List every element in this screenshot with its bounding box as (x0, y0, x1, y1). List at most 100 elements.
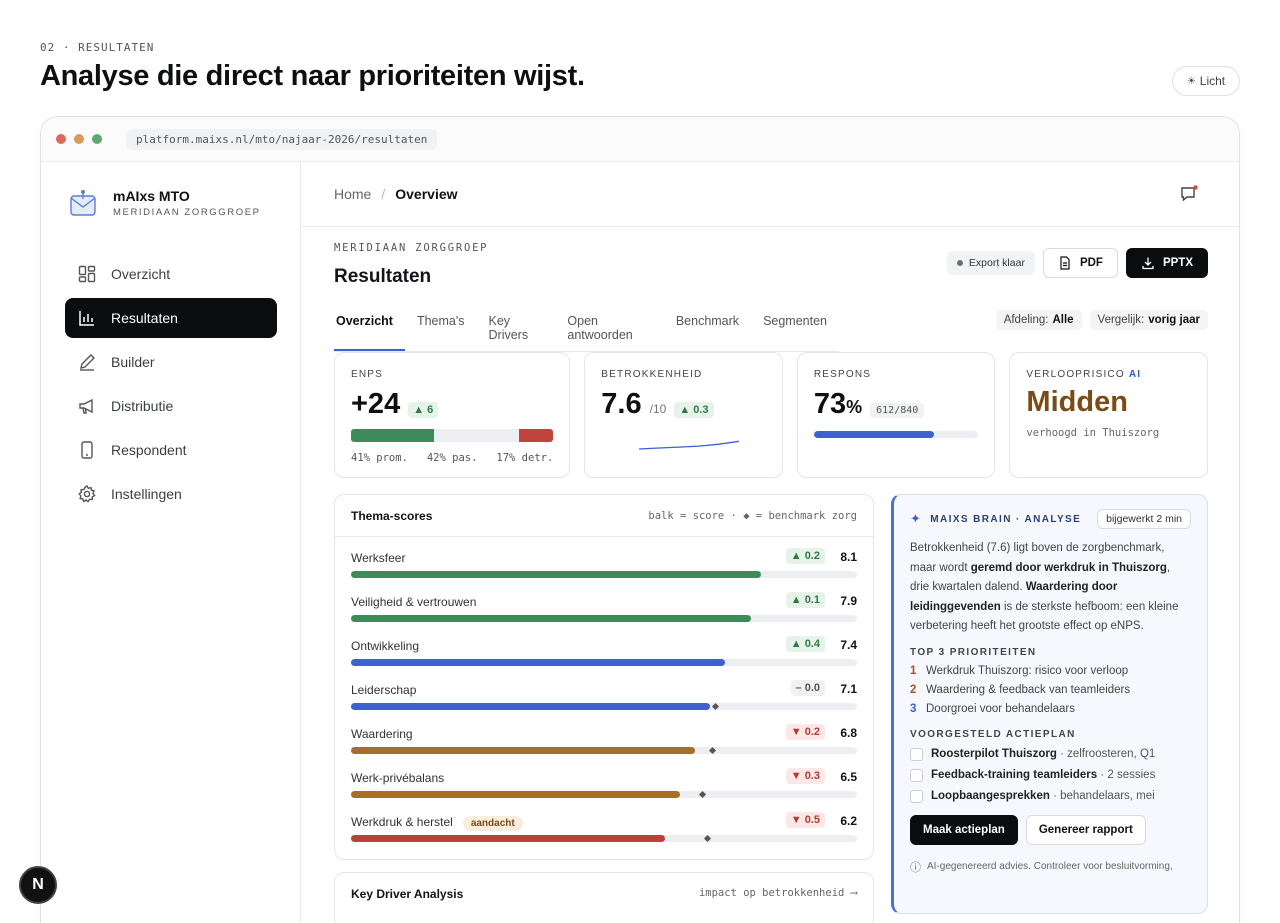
pen-icon (80, 354, 95, 371)
sparkle-icon: ✦ (910, 511, 923, 526)
minimize-dot[interactable] (74, 134, 84, 144)
pdf-button-label: PDF (1079, 257, 1103, 269)
theme-delta-badge: ▼ 0.5 (785, 812, 825, 828)
theme-bar-track (351, 835, 857, 842)
vergelijk-filter[interactable]: Vergelijk: vorig jaar (1089, 310, 1208, 330)
action-title: Feedback-training teamleiders (931, 769, 1098, 781)
browser-window: platform.maixs.nl/mto/najaar-2026/result… (40, 116, 1240, 923)
theme-row[interactable]: Werksfeer ▲ 0.2 8.1 (351, 548, 857, 595)
theme-bar (351, 659, 726, 666)
sidebar-item-label: Respondent (111, 442, 187, 458)
tab-themas[interactable]: Thema's (416, 314, 465, 328)
kpi-delta-badge: ▲ 6 (408, 402, 439, 418)
ai-badge: AI (1128, 369, 1142, 380)
kpi-label: VERLOOPRISICO AI (1026, 369, 1191, 380)
theme-row[interactable]: Waardering ▼ 0.2 6.8 (351, 724, 857, 771)
response-progress-bar (813, 431, 979, 438)
sidebar-item-overzicht[interactable]: Overzicht (65, 254, 277, 294)
breadcrumb-separator: / (381, 186, 386, 202)
sidebar-item-label: Distributie (111, 398, 174, 414)
analysis-text-part: , drie kwartalen dalend. (910, 561, 1171, 594)
action-checkbox[interactable] (910, 747, 923, 761)
theme-score: 6.5 (840, 770, 857, 784)
brand[interactable]: mAIxs MTO MERIDIAAN ZORGGROEP (69, 188, 261, 218)
sidebar-item-label: Resultaten (111, 310, 178, 326)
filters: Afdeling: Alle Vergelijk: vorig jaar (995, 310, 1208, 330)
theme-score: 8.1 (840, 550, 857, 564)
create-action-plan-button[interactable]: Maak actieplan (910, 814, 1018, 845)
sidebar-item-label: Overzicht (111, 266, 171, 282)
tab-benchmark[interactable]: Benchmark (675, 314, 740, 328)
sidebar-item-resultaten[interactable]: Resultaten (65, 298, 277, 338)
breadcrumb-home[interactable]: Home (334, 186, 372, 202)
ai-analysis-panel: ✦ MAIXS BRAIN · ANALYSE bijgewerkt 2 min… (891, 494, 1208, 914)
organisation-label: MERIDIAAN ZORGGROEP (334, 242, 489, 254)
sidebar-item-distributie[interactable]: Distributie (65, 386, 277, 426)
notification-icon[interactable] (1179, 184, 1199, 204)
afdeling-filter-value: Alle (1052, 314, 1074, 326)
corner-badge[interactable]: N (19, 866, 57, 904)
theme-bar (351, 747, 696, 754)
theme-row[interactable]: Leiderschap – 0.0 7.1 (351, 680, 857, 727)
theme-delta-badge: ▲ 0.4 (785, 636, 825, 652)
ai-disclaimer: ⓘ AI-gegenereerd advies. Controleer voor… (910, 859, 1191, 875)
theme-score: 6.8 (840, 726, 857, 740)
tab-segmenten[interactable]: Segmenten (763, 314, 827, 328)
sidebar-item-respondent[interactable]: Respondent (65, 430, 277, 470)
main-area: Home / Overview MERIDIAAN ZORGGROEP Resu… (302, 162, 1239, 923)
theme-bar-track (351, 571, 857, 578)
action-detail: · 2 sessies (1097, 769, 1156, 781)
url-bar[interactable]: platform.maixs.nl/mto/najaar-2026/result… (126, 128, 438, 150)
export-status-badge: Export klaar (946, 251, 1035, 275)
theme-bar (351, 571, 761, 578)
pdf-button[interactable]: PDF (1042, 248, 1118, 278)
page-headline: Analyse die direct naar prioriteiten wij… (40, 60, 585, 92)
sidebar-item-instellingen[interactable]: Instellingen (65, 474, 277, 514)
priority-number: 2 (910, 683, 917, 696)
kpi-value: Midden (1026, 386, 1128, 418)
action-item[interactable]: Roosterpilot Thuiszorg · zelfroosteren, … (910, 747, 1191, 761)
brand-org: MERIDIAAN ZORGGROEP (113, 207, 261, 218)
ai-analysis-title: ✦ MAIXS BRAIN · ANALYSE (910, 511, 1081, 527)
action-checkbox[interactable] (910, 768, 923, 782)
theme-row[interactable]: Ontwikkeling ▲ 0.4 7.4 (351, 636, 857, 683)
pptx-button[interactable]: PPTX (1125, 248, 1208, 278)
theme-name: Werksfeer (351, 551, 406, 565)
theme-name: Waardering (351, 727, 413, 741)
tab-open-antwoorden[interactable]: Open antwoorden (567, 314, 633, 342)
theme-toggle-button[interactable]: ☀ Licht (1172, 66, 1240, 96)
afdeling-filter[interactable]: Afdeling: Alle (995, 310, 1082, 330)
generate-report-button[interactable]: Genereer rapport (1025, 814, 1146, 845)
theme-row[interactable]: Werkdruk & herstel aandacht ▼ 0.5 6.2 (351, 812, 857, 859)
kpi-label: BETROKKENHEID (601, 369, 703, 380)
grid-icon (78, 265, 96, 283)
theme-scores-legend: balk = score · ◆ = benchmark zorg (648, 509, 857, 522)
kpi-value: +24 (351, 388, 401, 420)
kpi-label-text: VERLOOPRISICO (1026, 369, 1125, 380)
theme-row[interactable]: Veiligheid & vertrouwen ▲ 0.1 7.9 (351, 592, 857, 639)
sidebar: mAIxs MTO MERIDIAAN ZORGGROEP Overzicht … (41, 162, 301, 923)
theme-row[interactable]: Werk-privébalans ▼ 0.3 6.5 (351, 768, 857, 815)
maximize-dot[interactable] (92, 134, 102, 144)
theme-bar (351, 703, 711, 710)
kpi-value-number: 73 (813, 388, 847, 420)
sidebar-item-builder[interactable]: Builder (65, 342, 277, 382)
kpi-verlooprisico[interactable]: VERLOOPRISICO AI Midden verhoogd in Thuis… (1009, 352, 1208, 478)
sidebar-item-label: Instellingen (111, 486, 182, 502)
analysis-text-part: Betrokkenheid (7.6) ligt boven de zorgbe… (910, 542, 1165, 574)
action-item[interactable]: Feedback-training teamleiders · 2 sessie… (910, 768, 1191, 782)
kpi-betrokkenheid[interactable]: BETROKKENHEID 7.6 /10 ▲ 0.3 (584, 352, 783, 478)
info-icon: ⓘ (910, 861, 921, 874)
action-item[interactable]: Loopbaangesprekken · behandelaars, mei (910, 789, 1191, 803)
status-dot-icon (956, 260, 963, 266)
kpi-respons[interactable]: RESPONS 73% 612/840 (796, 352, 996, 478)
theme-toggle-label: Licht (1199, 74, 1226, 88)
kpi-enps[interactable]: ENPS +24 ▲ 6 41% prom. 42% pas. 17% detr… (334, 352, 571, 478)
action-checkbox[interactable] (910, 789, 923, 803)
tab-overzicht[interactable]: Overzicht (334, 308, 405, 351)
priority-number: 3 (910, 702, 917, 715)
key-driver-card[interactable]: Key Driver Analysis impact op betrokkenh… (334, 872, 874, 923)
tab-key-drivers[interactable]: Key Drivers (488, 314, 529, 342)
theme-score: 7.1 (840, 682, 857, 696)
close-dot[interactable] (56, 134, 66, 144)
